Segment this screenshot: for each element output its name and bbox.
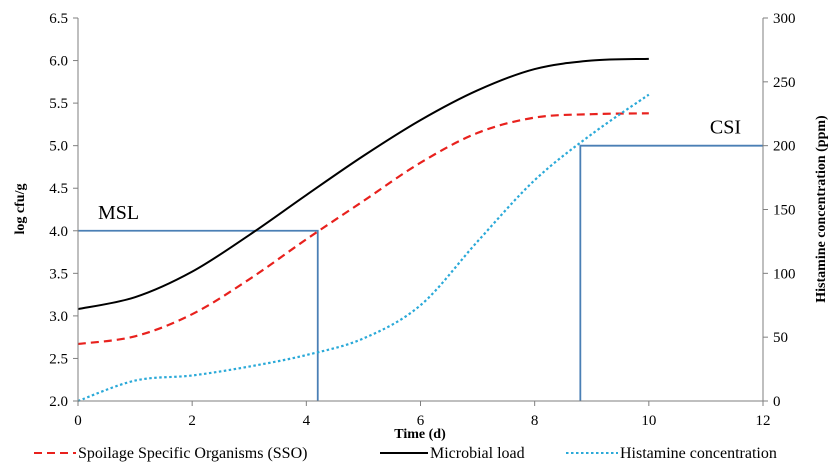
- series-line: [77, 57, 649, 311]
- legend: Spoilage Specific Organisms (SSO) Microbi…: [34, 445, 777, 462]
- series-layer: [77, 57, 650, 403]
- series-line: [77, 93, 650, 403]
- y-left-tick-label: 6.0: [49, 54, 68, 70]
- y-axis-right-title: Histamine concentration (ppm): [814, 115, 829, 303]
- legend-label: Histamine concentration: [620, 445, 777, 462]
- x-axis-title: Time (d): [394, 427, 446, 442]
- x-tick-label: 12: [756, 413, 771, 429]
- y-left-tick-label: 2.5: [49, 351, 68, 367]
- legend-item: Histamine concentration: [566, 445, 777, 462]
- reference-line-label: MSL: [98, 202, 139, 224]
- x-tick-label: 8: [531, 413, 539, 429]
- legend-label: Microbial load: [430, 445, 525, 462]
- series-line: [77, 112, 649, 346]
- y-right-tick-label: 100: [773, 266, 796, 282]
- y-left-tick-label: 6.5: [49, 11, 68, 27]
- axes: [73, 17, 768, 406]
- y-left-tick-label: 5.5: [49, 96, 68, 112]
- y-right-tick-label: 200: [773, 139, 796, 155]
- x-tick-label: 0: [74, 413, 82, 429]
- y-right-tick-label: 300: [773, 11, 796, 27]
- y-right-tick-label: 150: [773, 203, 796, 219]
- x-tick-label: 2: [188, 413, 196, 429]
- y-left-tick-label: 5.0: [49, 139, 68, 155]
- y-left-tick-label: 4.5: [49, 181, 68, 197]
- reference-line-path: [579, 144, 763, 401]
- legend-label: Spoilage Specific Organisms (SSO): [78, 445, 307, 462]
- y-right-tick-label: 250: [773, 75, 796, 91]
- reference-line-csi: CSI: [579, 117, 763, 401]
- legend-item: Microbial load: [380, 445, 525, 462]
- y-left-tick-label: 3.0: [49, 309, 68, 325]
- reference-lines: MSL CSI: [78, 117, 763, 401]
- y-right-tick-label: 50: [773, 330, 788, 346]
- y-left-tick-label: 4.0: [49, 224, 68, 240]
- legend-item: Spoilage Specific Organisms (SSO): [34, 445, 307, 462]
- reference-line-path: [78, 229, 319, 401]
- reference-line-msl: MSL: [78, 202, 319, 401]
- y-left-tick-label: 3.5: [49, 266, 68, 282]
- reference-line-label: CSI: [710, 117, 741, 139]
- x-tick-label: 10: [641, 413, 656, 429]
- x-tick-label: 6: [417, 413, 425, 429]
- tick-labels: 0 2 4 6 8 10 12 2.0 2.5 3.0 3.5 4.0 4.5 5.0 5.5 6.0 6.5 0…: [49, 11, 795, 429]
- y-left-tick-label: 2.0: [49, 394, 68, 410]
- x-tick-label: 4: [303, 413, 311, 429]
- y-axis-left-title: log cfu/g: [13, 184, 28, 235]
- y-right-tick-label: 0: [773, 394, 781, 410]
